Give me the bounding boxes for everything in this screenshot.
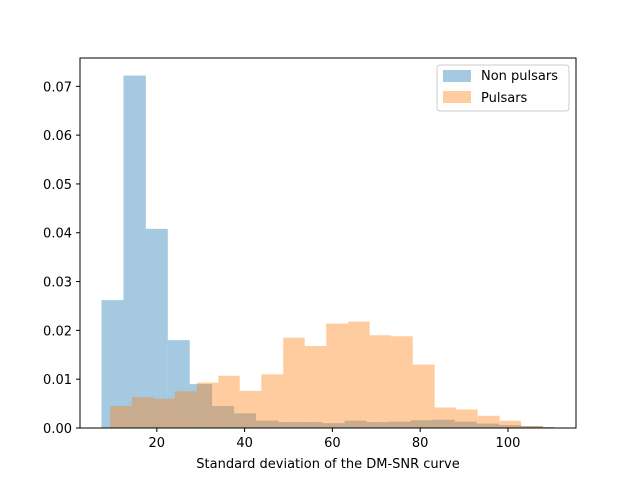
bar-non-pulsars-6	[234, 413, 257, 428]
bar-non-pulsars-3	[167, 340, 190, 428]
bar-pulsars-9	[304, 345, 327, 428]
bar-pulsars-0	[110, 406, 132, 428]
bar-pulsars-1	[131, 397, 154, 428]
bar-pulsars-19	[521, 426, 543, 428]
bar-pulsars-2	[153, 398, 175, 428]
y-tick-label: 0.07	[43, 80, 72, 95]
bar-non-pulsars-18	[499, 425, 522, 428]
y-tick-label: 0.00	[43, 422, 72, 437]
x-tick-label: 40	[236, 436, 253, 451]
bar-non-pulsars-9	[300, 422, 323, 428]
y-tick-label: 0.06	[43, 129, 72, 144]
bar-pulsars-6	[239, 390, 262, 428]
x-tick-label: 100	[496, 436, 521, 451]
bar-non-pulsars-7	[256, 420, 279, 428]
y-axis-ticks: 0.00 0.01 0.02 0.03 0.04 0.05 0.06 0.07	[43, 80, 80, 437]
legend-swatch-non-pulsars	[443, 70, 471, 82]
y-tick-label: 0.05	[43, 178, 72, 193]
x-tick-label: 60	[324, 436, 341, 451]
axes-frame	[79, 57, 577, 429]
bar-pulsars-5	[218, 375, 240, 428]
y-tick-label: 0.02	[43, 324, 72, 339]
bar-non-pulsars-2	[145, 228, 168, 428]
bar-pulsars-17	[477, 415, 500, 428]
bar-non-pulsars-12	[366, 422, 389, 428]
bars-layer	[101, 75, 555, 428]
bar-pulsars-18	[499, 420, 522, 428]
bar-pulsars-10	[326, 323, 349, 428]
bar-pulsars-15	[434, 407, 457, 428]
bar-non-pulsars-0	[101, 300, 124, 428]
bar-pulsars-13	[391, 336, 413, 428]
y-tick-label: 0.04	[43, 227, 72, 242]
bar-non-pulsars-16	[454, 421, 477, 428]
x-axis-ticks: 20 40 60 80 100	[149, 428, 521, 451]
bar-non-pulsars-17	[476, 423, 500, 428]
legend: Non pulsars Pulsars	[436, 64, 570, 112]
bar-non-pulsars-19	[521, 426, 544, 428]
bar-pulsars-16	[456, 409, 478, 428]
bar-pulsars-3	[174, 391, 197, 428]
legend-box	[436, 64, 570, 112]
x-axis-label: Standard deviation of the DM-SNR curve	[196, 457, 459, 472]
bar-pulsars-7	[261, 374, 284, 428]
bar-pulsars-11	[348, 321, 370, 428]
legend-label-non-pulsars: Non pulsars	[481, 69, 558, 84]
legend-label-pulsars: Pulsars	[481, 91, 528, 106]
bar-pulsars-14	[412, 364, 435, 428]
bar-pulsars-4	[196, 382, 219, 428]
bar-non-pulsars-11	[344, 420, 367, 428]
bar-non-pulsars-1	[123, 75, 146, 428]
x-tick-label: 20	[149, 436, 166, 451]
bar-non-pulsars-14	[410, 420, 433, 428]
legend-swatch-pulsars	[443, 91, 471, 103]
x-tick-label: 80	[412, 436, 429, 451]
bar-non-pulsars-13	[388, 421, 411, 428]
bar-non-pulsars-15	[432, 419, 455, 428]
bar-pulsars-8	[283, 337, 305, 428]
bar-non-pulsars-4	[189, 384, 213, 428]
y-tick-label: 0.03	[43, 276, 72, 291]
bar-non-pulsars-8	[278, 422, 301, 428]
bar-pulsars-12	[369, 335, 392, 428]
y-tick-label: 0.01	[43, 373, 72, 388]
bar-non-pulsars-10	[322, 423, 345, 428]
bar-non-pulsars-5	[212, 406, 235, 428]
